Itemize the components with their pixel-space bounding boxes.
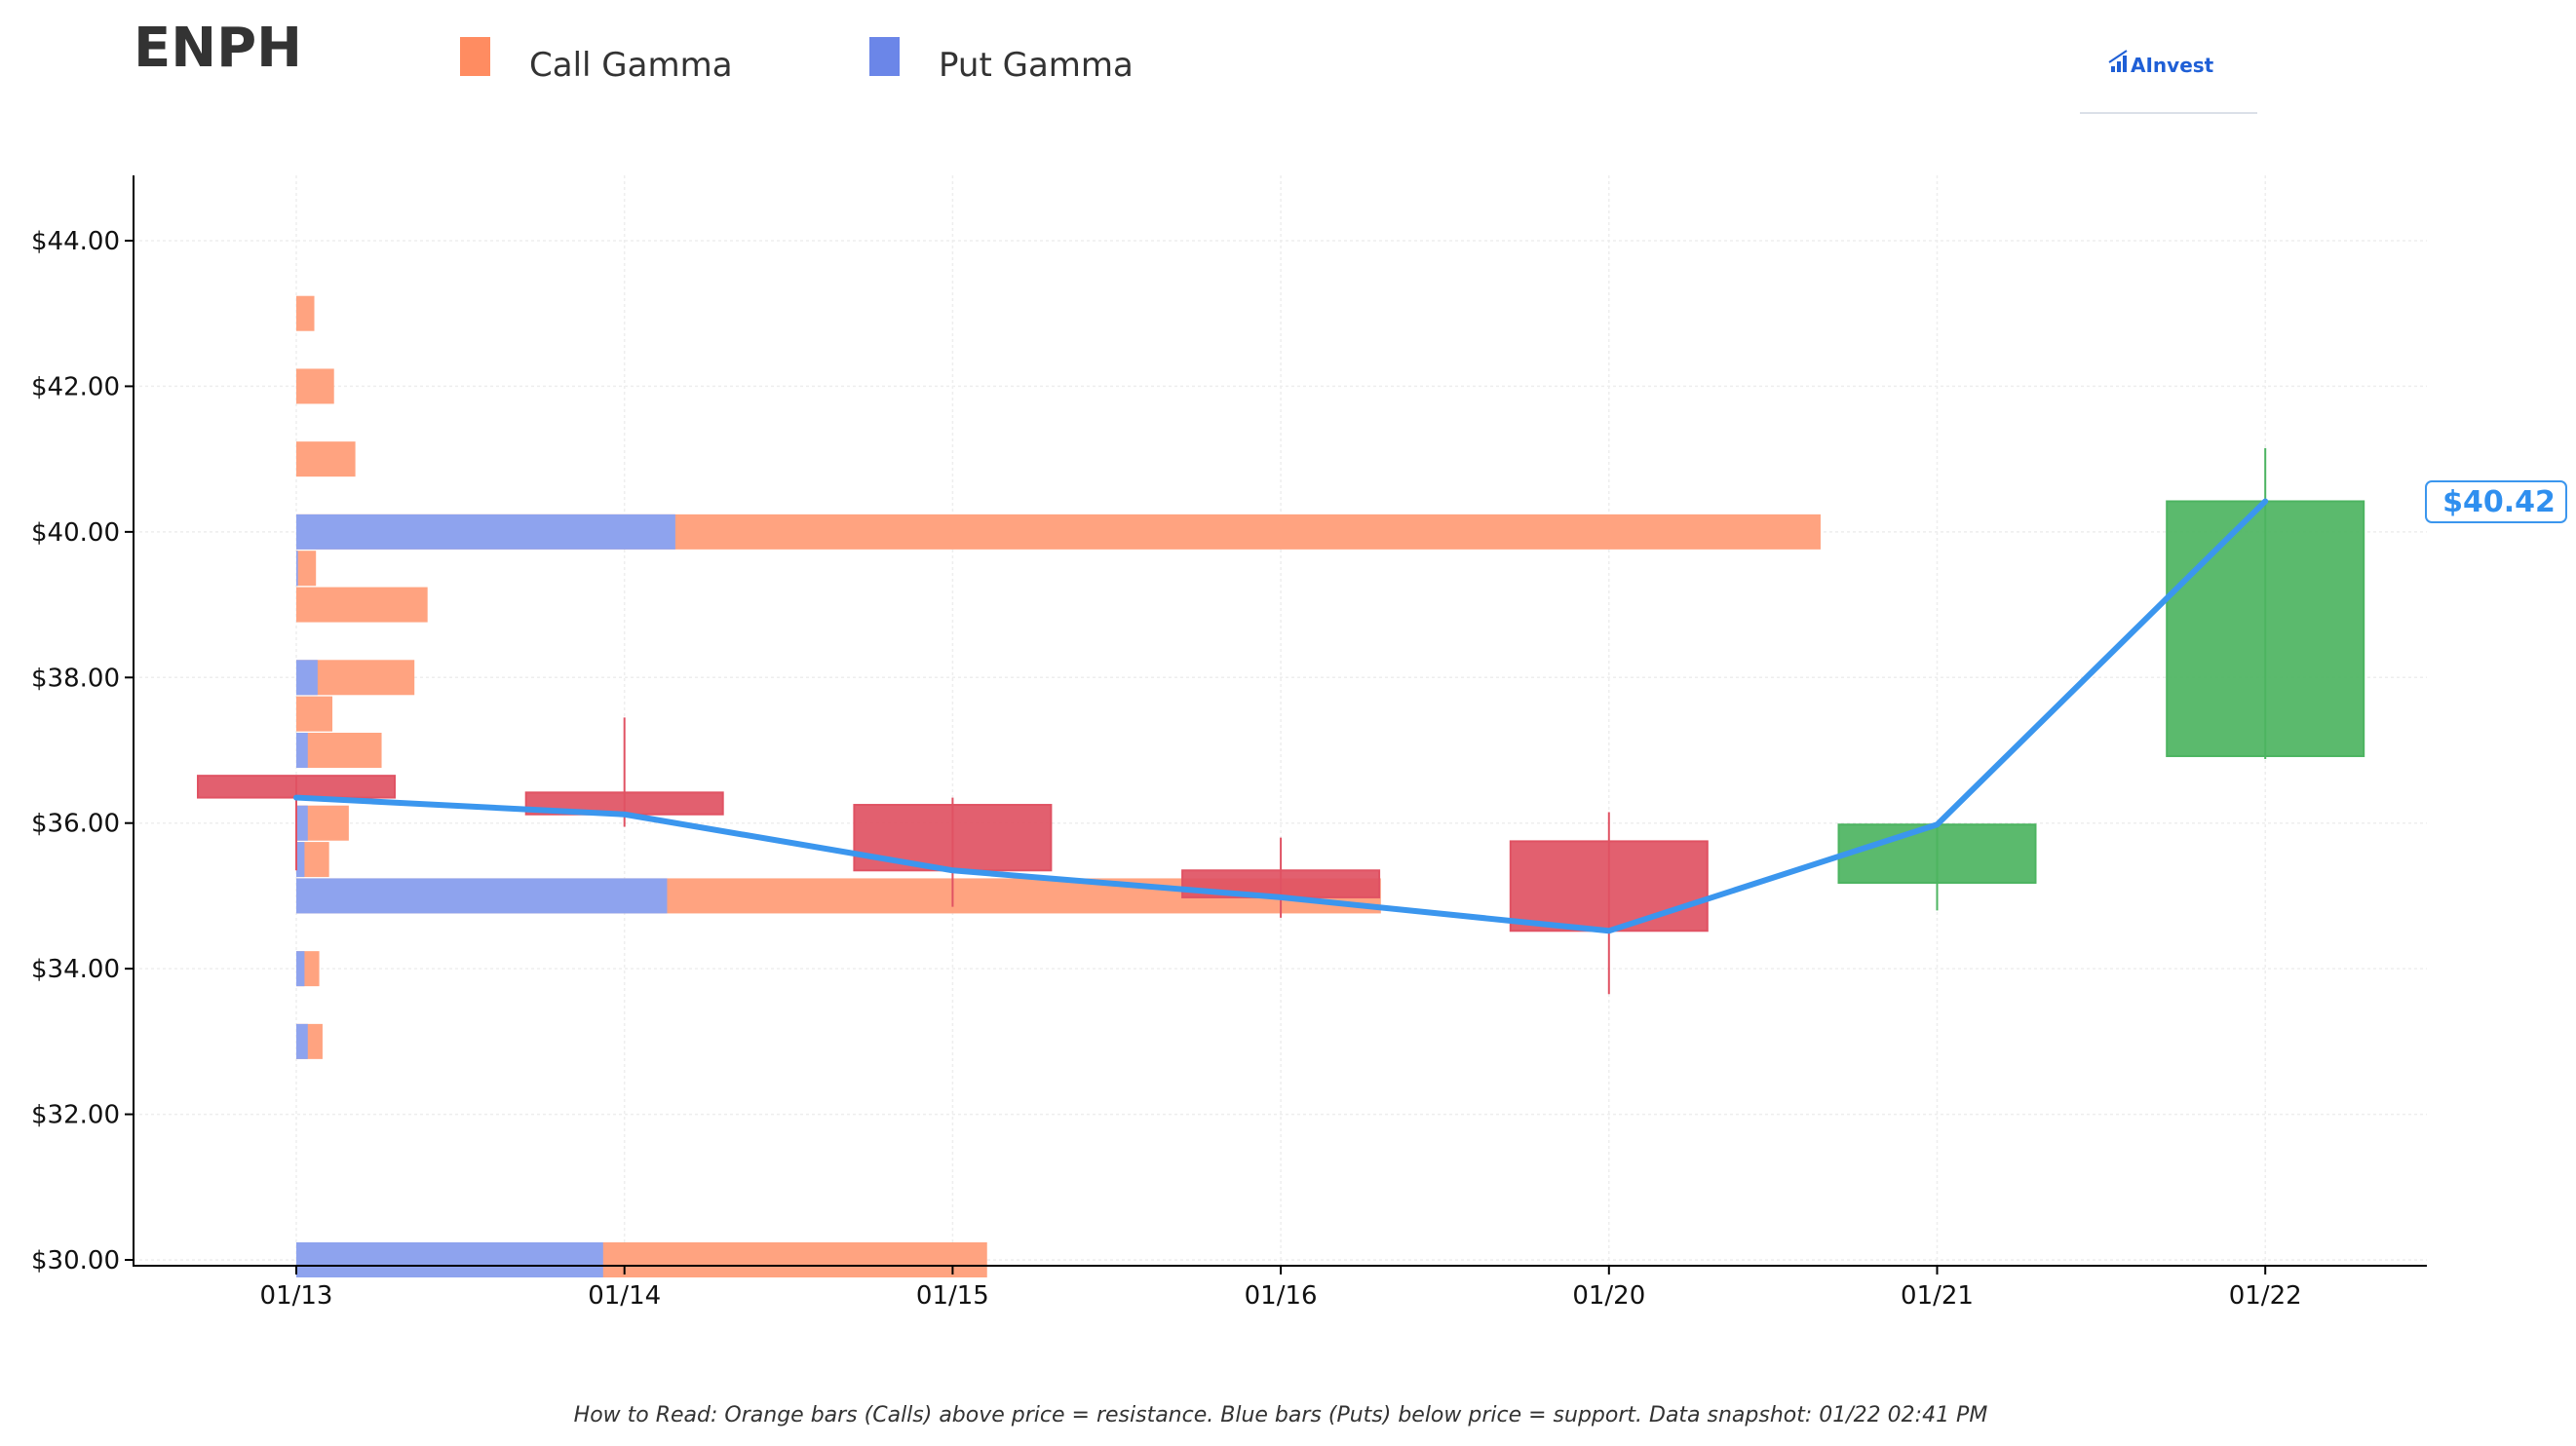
put-gamma-bar <box>296 878 668 914</box>
y-tick-label: $40.00 <box>31 518 120 548</box>
put-gamma-bar <box>296 805 308 841</box>
logo-text: AInvest <box>2131 54 2214 77</box>
y-tick-label: $32.00 <box>31 1101 120 1130</box>
call-gamma-bar <box>296 733 382 768</box>
put-gamma-bar <box>296 1242 603 1277</box>
candle-body <box>1509 840 1709 932</box>
candle-body <box>1837 823 2037 884</box>
gamma-bars <box>296 295 1821 1277</box>
chart-title: ENPH <box>134 17 302 80</box>
call-gamma-bar <box>296 368 334 404</box>
call-gamma-bar <box>296 295 315 331</box>
price-tag-label: $40.42 <box>2442 485 2556 519</box>
x-tick-label: 01/20 <box>1572 1281 1645 1311</box>
y-tick-label: $44.00 <box>31 227 120 256</box>
x-axis-ticks: 01/13 01/14 01/15 01/16 01/20 01/21 01/22 <box>260 1266 2302 1311</box>
put-gamma-legend-label: Put Gamma <box>939 46 1134 85</box>
y-tick-label: $30.00 <box>31 1246 120 1275</box>
x-tick-label: 01/14 <box>588 1281 661 1311</box>
close-price-line <box>293 498 2269 934</box>
call-gamma-bar <box>296 551 317 587</box>
put-gamma-bar <box>296 551 298 587</box>
put-gamma-bar <box>296 951 305 987</box>
price-tag-box <box>2425 480 2567 523</box>
put-gamma-bar <box>296 842 305 878</box>
grid <box>134 175 2427 1266</box>
candles <box>197 447 2365 995</box>
call-gamma-bar <box>296 696 333 732</box>
x-tick-label: 01/16 <box>1245 1281 1318 1311</box>
put-gamma-bar <box>296 1023 308 1059</box>
call-gamma-legend-swatch <box>460 37 490 76</box>
put-gamma-bar <box>296 514 675 550</box>
x-tick-label: 01/22 <box>2229 1281 2302 1311</box>
footnote: How to Read: Orange bars (Calls) above p… <box>574 1403 1988 1427</box>
x-tick-label: 01/15 <box>916 1281 989 1311</box>
call-gamma-bar <box>296 587 428 623</box>
ainvest-logo: AInvest <box>2080 50 2257 114</box>
y-tick-label: $36.00 <box>31 810 120 839</box>
put-gamma-legend-swatch <box>869 37 900 76</box>
candle-body <box>2166 500 2365 757</box>
put-gamma-bar <box>296 733 308 768</box>
y-tick-label: $34.00 <box>31 955 120 984</box>
x-tick-label: 01/21 <box>1901 1281 1974 1311</box>
put-gamma-bar <box>296 660 318 696</box>
y-tick-label: $38.00 <box>31 664 120 693</box>
close-line-group <box>293 498 2269 934</box>
axes <box>133 175 2427 1267</box>
price-tag: $40.42 <box>2425 480 2567 523</box>
y-tick-label: $42.00 <box>31 372 120 401</box>
call-gamma-bar <box>296 441 356 477</box>
y-axis-ticks: $30.00 $32.00 $34.00 $36.00 $38.00 $40.00 $42.… <box>31 227 134 1275</box>
call-gamma-legend-label: Call Gamma <box>529 46 733 85</box>
chart-bars-logo-icon <box>2108 50 2128 72</box>
legend: Call Gamma Put Gamma <box>460 37 1134 85</box>
candle-body <box>197 775 396 799</box>
x-tick-label: 01/13 <box>260 1281 333 1311</box>
